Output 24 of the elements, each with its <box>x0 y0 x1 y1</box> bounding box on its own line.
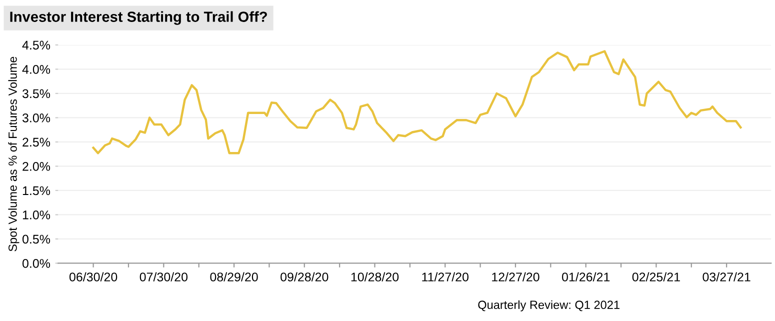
x-tick-label: 09/28/20 <box>280 272 328 282</box>
x-tick-label: 06/30/20 <box>69 272 118 282</box>
y-tick-label: 2.5% <box>22 138 50 147</box>
x-tick-label: 07/30/20 <box>140 272 188 282</box>
y-tick-label: 1.5% <box>22 186 50 196</box>
text: Quarterly Review: Q1 2021 <box>478 300 620 312</box>
y-tick-label: 2.0% <box>22 162 50 171</box>
y-tick-label: 4.0% <box>22 64 50 74</box>
y-tick-label: 0.0% <box>22 259 50 268</box>
x-tick-label: 02/25/21 <box>632 272 680 282</box>
y-tick-label: 1.0% <box>22 210 50 220</box>
y-axis-title: Spot Volume as % of Futures Volume <box>8 56 20 252</box>
chart-title: Investor Interest Starting to Trail Off? <box>10 11 267 25</box>
x-tick-label: 08/29/20 <box>210 272 258 282</box>
y-tick-label: 4.5% <box>22 40 50 50</box>
y-tick-label: 3.5% <box>22 89 50 98</box>
x-tick-label: 03/27/21 <box>702 272 750 282</box>
x-tick-label: 10/28/20 <box>351 272 399 282</box>
y-tick-label: 0.5% <box>22 234 50 244</box>
y-tick-label: 3.0% <box>22 114 50 122</box>
line-series <box>92 50 742 154</box>
x-tick-label: 11/27/20 <box>422 272 468 282</box>
x-tick-label: 01/26/21 <box>562 272 610 282</box>
x-tick-label: 12/27/20 <box>492 272 540 282</box>
